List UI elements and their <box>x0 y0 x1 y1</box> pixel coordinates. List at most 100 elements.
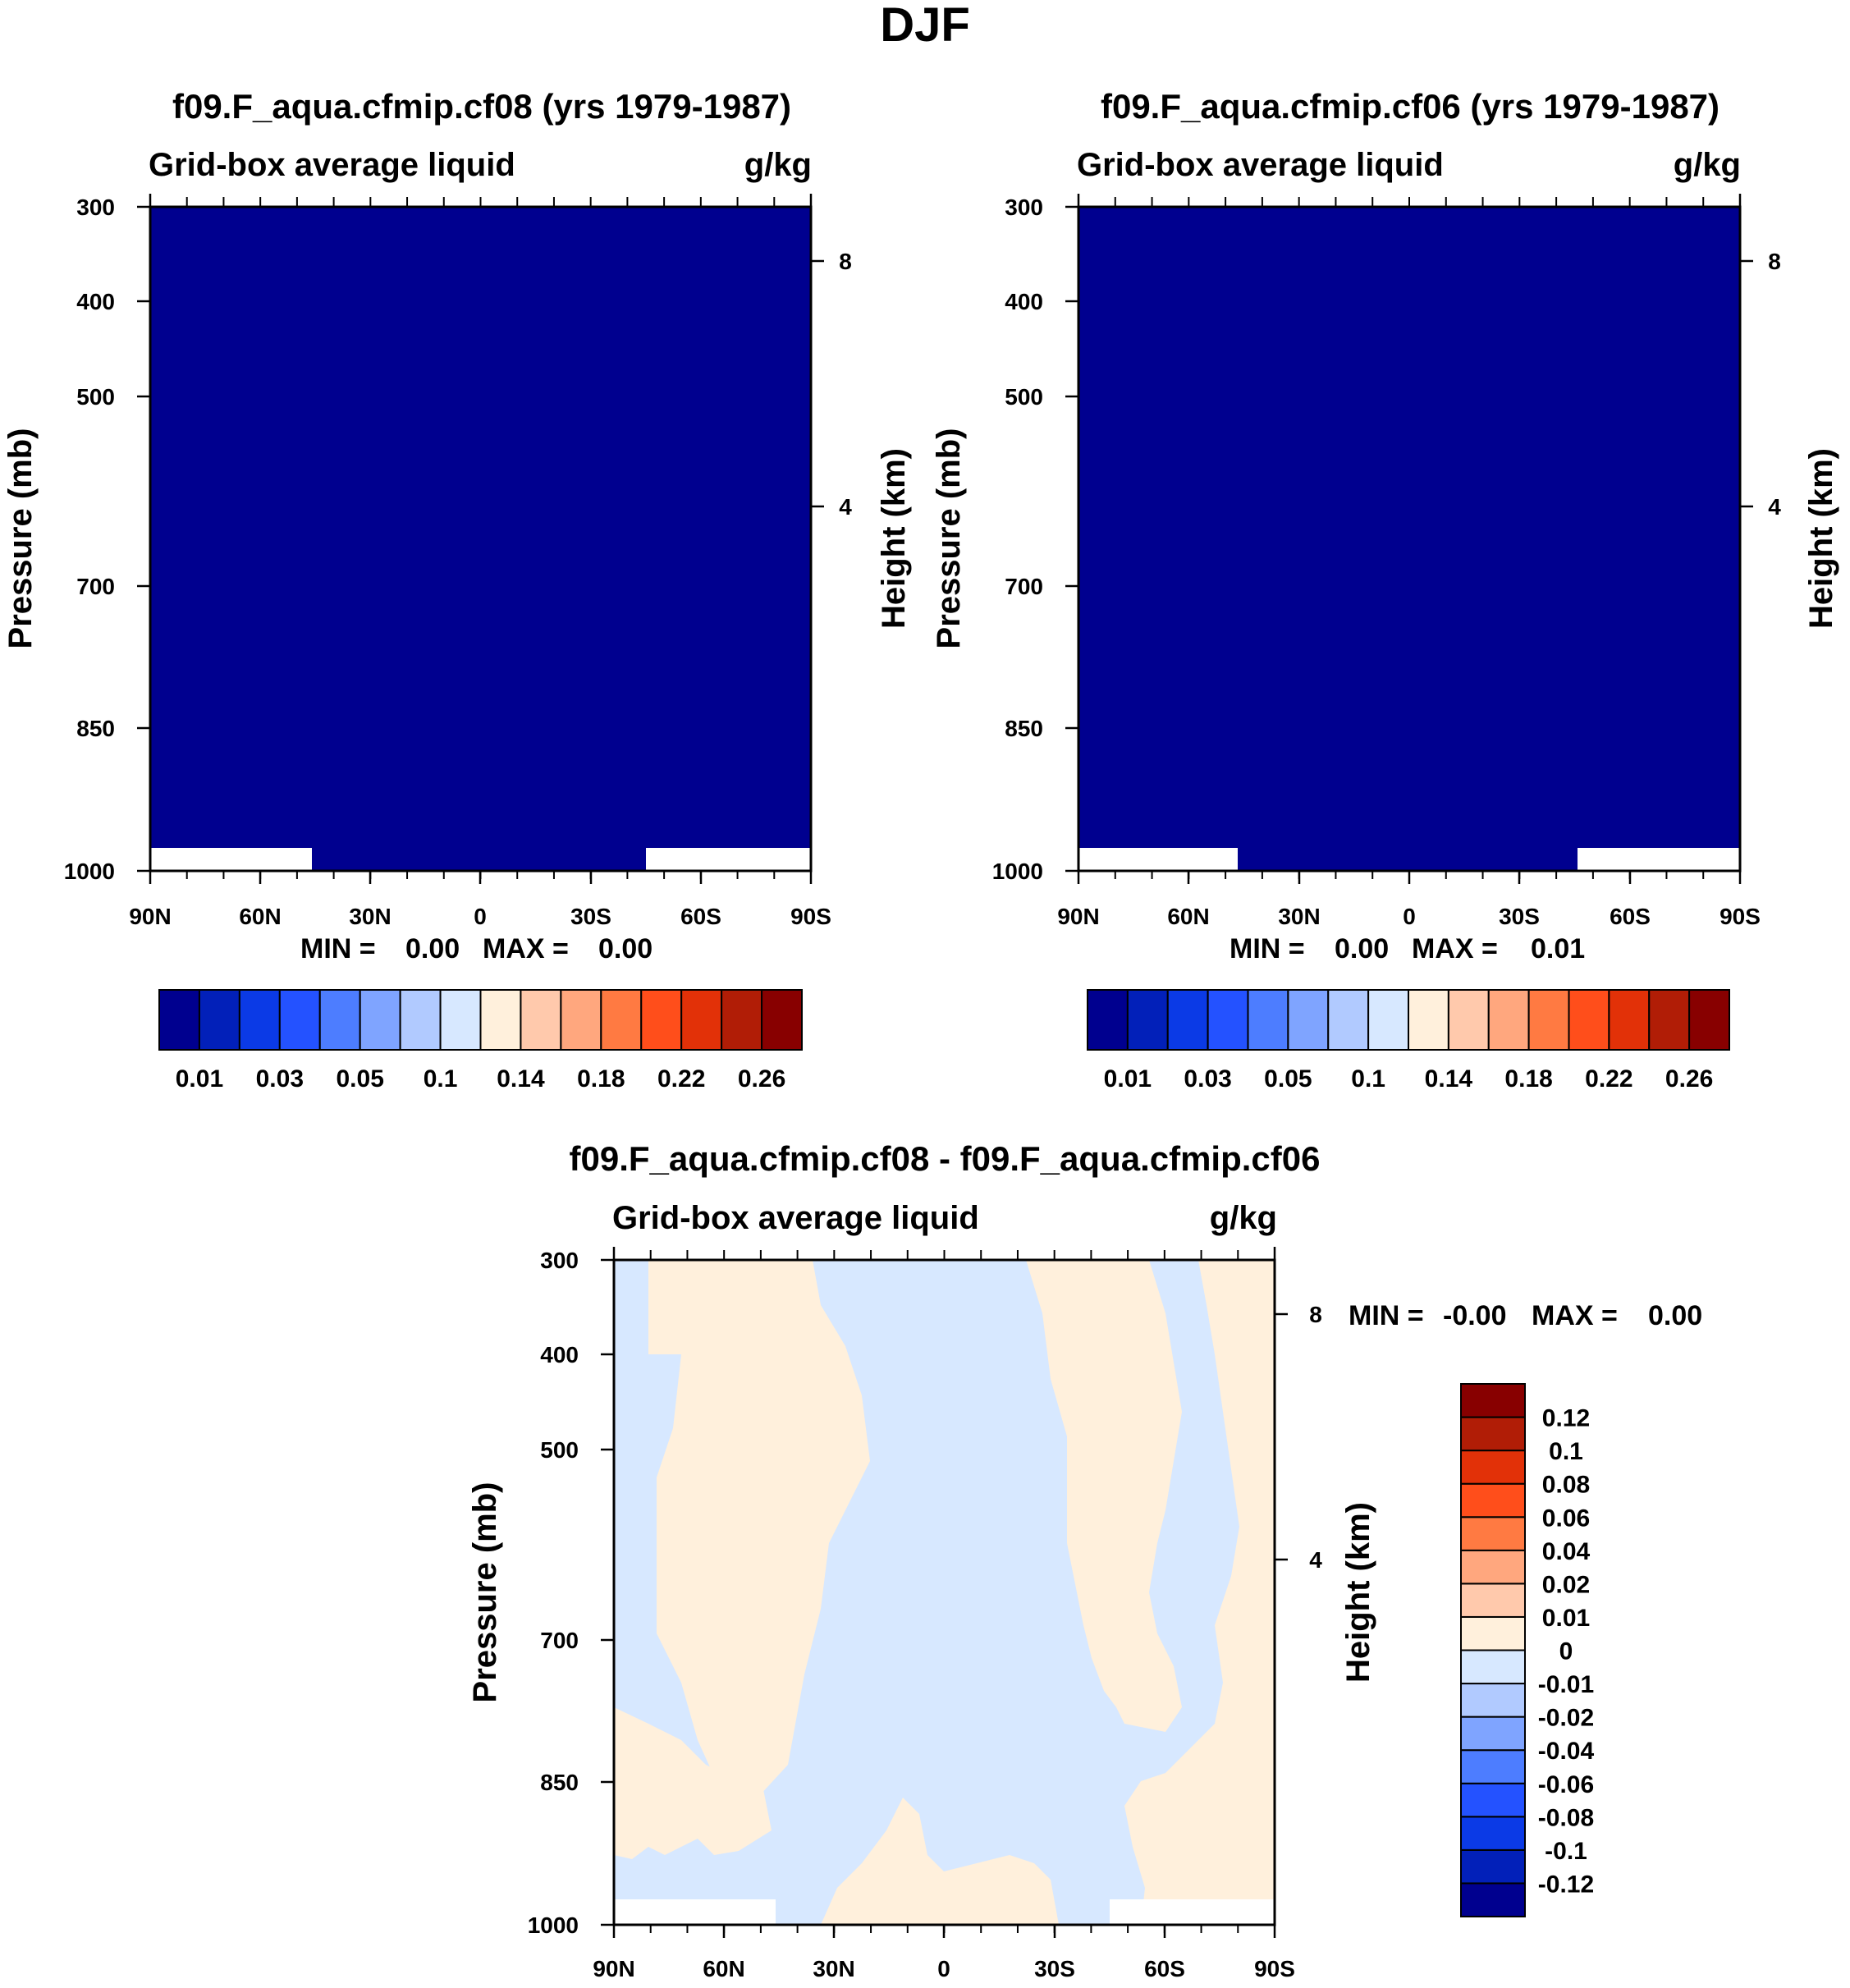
y-tick-labels: 300 400 500 700 850 1000 8 4 <box>992 195 1782 884</box>
colorbar: -0.12 -0.1 -0.08 -0.06 -0.04 -0.02 -0.01 0 0.01 0… <box>1460 1383 1595 1917</box>
colorbar-swatch <box>1126 989 1169 1051</box>
colorbar-swatch <box>1460 1549 1526 1585</box>
colorbar-swatch <box>1460 1615 1526 1651</box>
colorbar: 0.01 0.03 0.05 0.1 0.14 0.18 0.22 0.26 <box>158 989 803 1092</box>
x-tick-label: 90N <box>1057 904 1099 929</box>
min-label: MIN = <box>300 933 376 964</box>
y-tick-label: 1000 <box>64 859 115 884</box>
colorbar-label: 0.1 <box>1351 1065 1385 1092</box>
x-tick-label: 60S <box>680 904 721 929</box>
positive-region-equatorial-low <box>821 1798 1059 1925</box>
colorbar-swatch <box>640 989 683 1051</box>
colorbar-swatch <box>399 989 442 1051</box>
x-tick-label: 60N <box>1167 904 1209 929</box>
colorbar-swatch <box>1460 1516 1526 1551</box>
colorbar-swatch <box>1568 989 1610 1051</box>
colorbar-swatch <box>1460 1383 1526 1418</box>
colorbar-label: 0.01 <box>1542 1605 1590 1632</box>
y-tick-label: 400 <box>1005 289 1043 314</box>
y2-tick-label: 4 <box>839 494 852 520</box>
colorbar-label: 0.22 <box>657 1065 705 1092</box>
y-axis-label: Pressure (mb) <box>467 1482 503 1703</box>
colorbar-swatch <box>520 989 562 1051</box>
missing-data-left <box>150 848 312 871</box>
y-tick-label: 850 <box>76 716 115 741</box>
x-tick-label: 90S <box>1254 1956 1295 1981</box>
x-tick-label: 60N <box>703 1956 744 1981</box>
y-tick-label: 400 <box>540 1342 579 1367</box>
x-tick-label: 90S <box>790 904 831 929</box>
minor-ticks <box>1114 197 1705 879</box>
y-tick-label: 500 <box>1005 384 1043 410</box>
max-value: 0.00 <box>598 933 653 964</box>
min-max-readout: MIN = 0.00 MAX = 0.00 <box>300 933 653 964</box>
colorbar-label: 0.02 <box>1542 1571 1590 1598</box>
colorbar-label: -0.04 <box>1538 1738 1595 1765</box>
max-label: MAX = <box>1532 1300 1618 1331</box>
variable-label: Grid-box average liquid <box>149 147 515 183</box>
colorbar-swatch <box>721 989 763 1051</box>
colorbar-swatch <box>1087 989 1129 1051</box>
x-tick-labels: 90N 60N 30N 0 30S 60S 90S <box>1057 904 1761 929</box>
colorbar-label: 0.1 <box>1549 1438 1583 1465</box>
colorbar-label: 0.26 <box>738 1065 785 1092</box>
y2-axis-label: Height (km) <box>1340 1502 1376 1683</box>
y-axis-label: Pressure (mb) <box>931 428 967 649</box>
panel-difference: f09.F_aqua.cfmip.cf08 - f09.F_aqua.cfmip… <box>467 1139 1702 1981</box>
colorbar-swatch <box>1166 989 1209 1051</box>
colorbar-swatch <box>1460 1782 1526 1818</box>
y-tick-label: 850 <box>1005 716 1043 741</box>
x-tick-label: 60S <box>1610 904 1651 929</box>
y-tick-label: 500 <box>76 384 115 410</box>
y-ticks <box>1065 205 1753 873</box>
colorbar-swatch <box>1460 1749 1526 1784</box>
minor-ticks <box>649 1250 1239 1933</box>
y2-tick-label: 4 <box>1309 1547 1322 1573</box>
missing-data-right <box>646 848 811 871</box>
x-tick-label: 0 <box>1403 904 1416 929</box>
y-tick-label: 700 <box>540 1628 579 1653</box>
field-contours <box>614 1260 1275 1925</box>
panel-title: f09.F_aqua.cfmip.cf06 (yrs 1979-1987) <box>1101 87 1719 126</box>
y-tick-label: 400 <box>76 289 115 314</box>
colorbar-swatch <box>1367 989 1409 1051</box>
y-tick-labels: 300 400 500 700 850 1000 8 4 <box>64 195 853 884</box>
colorbar-swatch <box>1460 1848 1526 1885</box>
y2-axis-label: Height (km) <box>1803 448 1839 629</box>
colorbar-swatch <box>1688 989 1730 1051</box>
x-tick-label: 90N <box>129 904 171 929</box>
plot-area: 90N 60N 30N 0 30S 60S 90S 300 400 <box>931 194 1839 929</box>
colorbar-label: 0.18 <box>577 1065 625 1092</box>
colorbar-label: 0.22 <box>1585 1065 1632 1092</box>
y-axis-label: Pressure (mb) <box>2 428 39 649</box>
x-tick-label: 90N <box>593 1956 634 1981</box>
colorbar-swatch <box>1287 989 1330 1051</box>
colorbar-swatch <box>600 989 643 1051</box>
y2-tick-label: 8 <box>839 249 852 274</box>
colorbar-label: 0.03 <box>1184 1065 1231 1092</box>
x-tick-label: 60S <box>1144 1956 1185 1981</box>
colorbar-swatch <box>1460 1816 1526 1851</box>
y-tick-label: 1000 <box>992 859 1043 884</box>
min-value: -0.00 <box>1443 1300 1507 1331</box>
max-label: MAX = <box>483 933 569 964</box>
colorbar-label: -0.08 <box>1538 1804 1594 1831</box>
units-label: g/kg <box>1210 1200 1277 1236</box>
y-tick-label: 700 <box>1005 574 1043 599</box>
y-tick-label: 850 <box>540 1770 579 1795</box>
colorbar-swatch <box>238 989 281 1051</box>
x-tick-labels: 90N 60N 30N 0 30S 60S 90S <box>593 1956 1295 1981</box>
field-fill <box>1078 207 1740 871</box>
colorbar-label: -0.02 <box>1538 1705 1594 1732</box>
colorbar-swatch <box>1608 989 1651 1051</box>
colorbar-label: 0.01 <box>1104 1065 1152 1092</box>
colorbar-swatch <box>1460 1583 1526 1618</box>
min-max-readout: MIN = 0.00 MAX = 0.01 <box>1230 933 1585 964</box>
colorbar-swatch <box>680 989 723 1051</box>
x-tick-label: 30N <box>349 904 391 929</box>
y2-axis-label: Height (km) <box>876 448 912 629</box>
colorbar-swatch <box>1247 989 1289 1051</box>
x-tick-label: 30S <box>1034 1956 1075 1981</box>
colorbar-label: 0.1 <box>424 1065 458 1092</box>
